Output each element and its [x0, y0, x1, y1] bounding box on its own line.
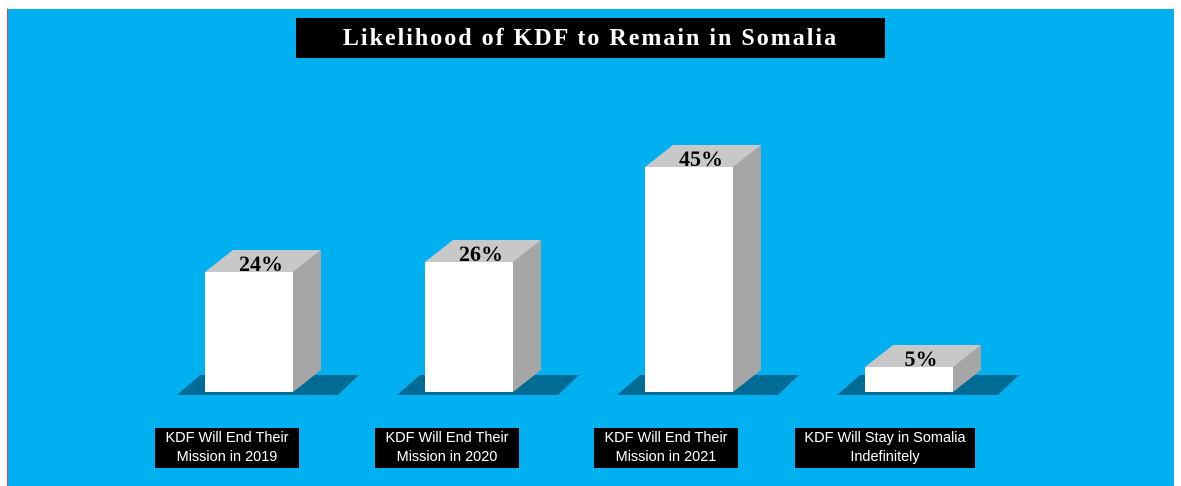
bar-top	[645, 145, 761, 167]
bar	[425, 262, 513, 392]
bar-top	[425, 240, 541, 262]
category-label: KDF Will End Their Mission in 2021	[594, 428, 738, 468]
chart-title: Likelihood of KDF to Remain in Somalia	[296, 18, 885, 58]
bar-side	[293, 250, 321, 392]
bar-side	[733, 145, 761, 392]
bar	[645, 167, 733, 392]
category-label: KDF Will End Their Mission in 2019	[155, 428, 299, 468]
bar-top	[205, 250, 321, 272]
data-label: 5%	[905, 346, 938, 371]
data-label: 24%	[239, 251, 283, 276]
data-label: 45%	[679, 146, 723, 171]
bar-side	[953, 345, 981, 392]
bar-side	[513, 240, 541, 392]
bar-top	[865, 345, 981, 367]
bar	[865, 367, 953, 392]
category-label: KDF Will End Their Mission in 2020	[375, 428, 519, 468]
bar	[205, 272, 293, 392]
data-label: 26%	[459, 241, 503, 266]
chart-area	[7, 8, 1174, 486]
category-label: KDF Will Stay in Somalia Indefinitely	[795, 428, 975, 468]
